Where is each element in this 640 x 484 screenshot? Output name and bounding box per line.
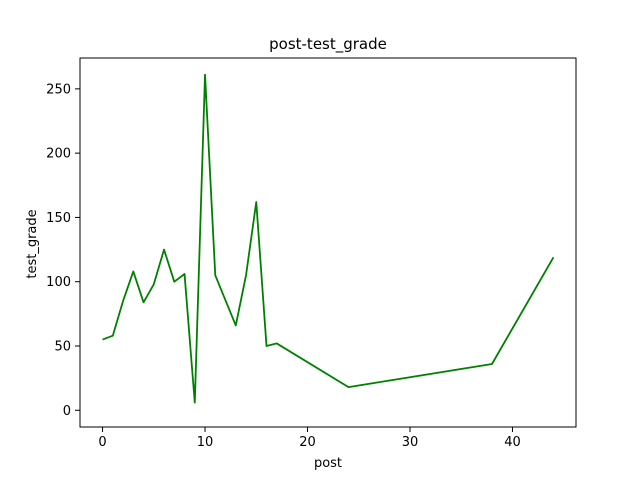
- y-tick-label: 250: [46, 82, 71, 97]
- axes-frame: [79, 57, 577, 428]
- x-tick-label: 40: [504, 435, 521, 450]
- y-tick-label: 200: [46, 147, 71, 162]
- y-axis-label: test_grade: [25, 209, 40, 278]
- x-axis-label: post: [314, 456, 342, 471]
- x-tick-label: 0: [98, 435, 106, 450]
- series-line-0: [102, 73, 555, 404]
- chart-title: post-test_grade: [269, 35, 387, 54]
- y-tick-label: 100: [46, 275, 71, 290]
- y-tick-label: 150: [46, 211, 71, 226]
- y-tick-label: 50: [54, 340, 71, 355]
- plot-area: [79, 57, 577, 428]
- y-axis-ticks: 0 50 100 150 200 250: [46, 82, 80, 419]
- x-axis-ticks: 0 10 20 30 40: [98, 427, 521, 450]
- y-tick-label: 0: [63, 404, 71, 419]
- x-tick-label: 10: [197, 435, 214, 450]
- x-tick-label: 20: [299, 435, 316, 450]
- x-tick-label: 30: [402, 435, 419, 450]
